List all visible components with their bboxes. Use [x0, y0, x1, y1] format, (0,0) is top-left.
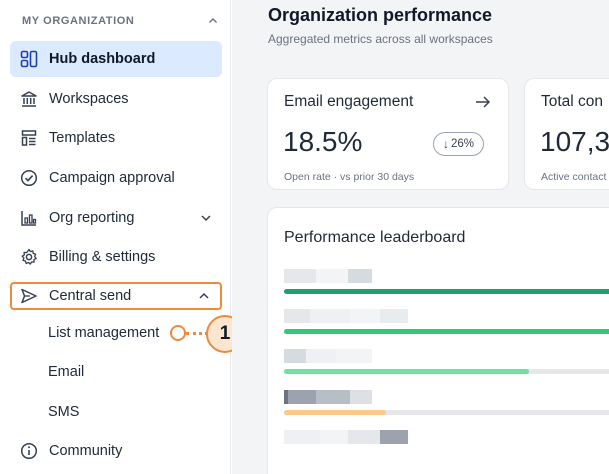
trend-badge: ↓ 26% [433, 132, 485, 156]
sidebar-item-label: Hub dashboard [49, 51, 156, 67]
hub-dashboard-icon [19, 49, 39, 69]
card-title: Total con [541, 93, 604, 110]
progress-fill [284, 369, 529, 374]
info-icon [19, 441, 39, 461]
chevron-up-icon[interactable] [198, 290, 210, 302]
progress-fill [284, 289, 609, 294]
sidebar-subitem-sms[interactable]: SMS [48, 404, 80, 420]
page-subtitle: Aggregated metrics across all workspaces [268, 32, 493, 46]
progress-track [284, 369, 609, 374]
sidebar-item-central-send[interactable]: Central send [10, 282, 222, 310]
sidebar: MY ORGANIZATION Hub dashboard Workspaces… [0, 0, 231, 474]
sidebar-subitem-email[interactable]: Email [48, 364, 85, 380]
sidebar-item-label: Templates [49, 130, 116, 146]
templates-icon [19, 128, 39, 148]
callout-marker [170, 325, 186, 341]
card-footnote: Active contact [541, 171, 607, 183]
card-value: 18.5% [283, 126, 363, 157]
arrow-right-icon[interactable] [474, 93, 492, 111]
org-title: MY ORGANIZATION [22, 15, 135, 27]
sidebar-item-label: Org reporting [49, 210, 135, 226]
progress-track [284, 289, 609, 294]
sidebar-item-label: Billing & settings [49, 249, 156, 265]
redacted-name [284, 269, 372, 283]
progress-track [284, 329, 609, 334]
sidebar-item-label: Central send [49, 288, 132, 304]
progress-fill [284, 329, 609, 334]
org-header[interactable]: MY ORGANIZATION [22, 12, 218, 30]
card-title: Email engagement [284, 93, 414, 110]
leaderboard-card: Performance leaderboard [267, 207, 609, 474]
email-engagement-card[interactable]: Email engagement 18.5% ↓ 26% Open rate ·… [267, 78, 509, 190]
sidebar-item-label: Workspaces [49, 91, 129, 107]
sidebar-subitem-list-management[interactable]: List management [48, 325, 160, 341]
sidebar-item-org-reporting[interactable]: Org reporting [10, 200, 222, 236]
progress-fill [284, 410, 386, 415]
sidebar-item-billing-settings[interactable]: Billing & settings [10, 239, 222, 275]
sidebar-item-label: Campaign approval [49, 170, 175, 186]
sidebar-item-workspaces[interactable]: Workspaces [10, 81, 222, 117]
chevron-up-icon[interactable] [208, 16, 218, 26]
sidebar-item-hub-dashboard[interactable]: Hub dashboard [10, 41, 222, 77]
send-icon [19, 286, 39, 306]
leaderboard-title: Performance leaderboard [284, 229, 466, 246]
redacted-name [284, 390, 372, 404]
arrow-down-icon: ↓ [443, 137, 449, 151]
workspaces-icon [19, 89, 39, 109]
card-footnote: Open rate · vs prior 30 days [284, 171, 415, 183]
redacted-name [284, 430, 408, 444]
card-value: 107,31 [540, 126, 609, 157]
trend-value: 26% [451, 138, 475, 150]
redacted-name [284, 349, 372, 363]
total-contacts-card[interactable]: Total con 107,31 Active contact [524, 78, 609, 190]
sidebar-item-campaign-approval[interactable]: Campaign approval [10, 160, 222, 196]
page-title: Organization performance [268, 5, 493, 25]
sidebar-item-label: Community [49, 443, 123, 459]
org-reporting-icon [19, 208, 39, 228]
callout-connector [186, 332, 208, 335]
sidebar-item-templates[interactable]: Templates [10, 120, 222, 156]
sidebar-item-community[interactable]: Community [10, 433, 222, 469]
main-content: Organization performance Aggregated metr… [232, 0, 609, 474]
campaign-approval-icon [19, 168, 39, 188]
chevron-down-icon[interactable] [200, 212, 212, 224]
gear-icon [19, 247, 39, 267]
redacted-name [284, 309, 408, 323]
progress-track [284, 410, 609, 415]
